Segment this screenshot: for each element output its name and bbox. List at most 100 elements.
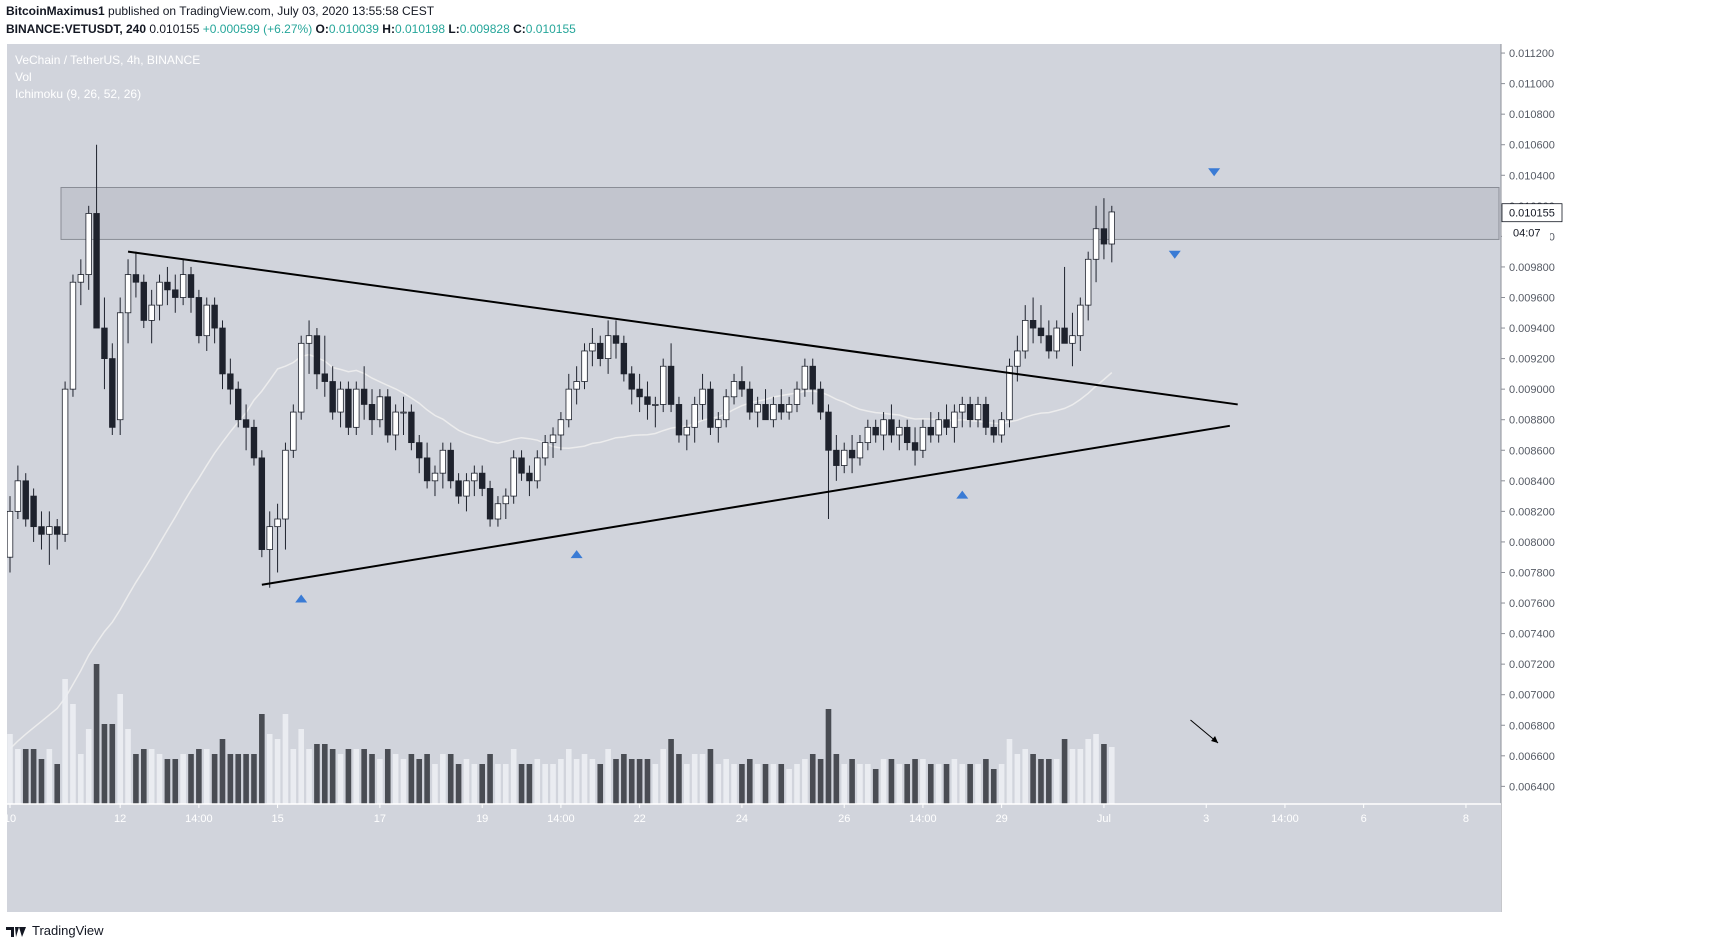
candle-body <box>250 426 258 459</box>
candle-body <box>7 510 14 558</box>
volume-bar <box>408 754 415 804</box>
candle-body <box>219 327 226 375</box>
tradingview-brand[interactable]: TradingView <box>6 923 104 938</box>
candle-body <box>1061 327 1068 344</box>
candle <box>526 465 533 497</box>
candle-body <box>109 358 116 428</box>
candle <box>38 511 45 550</box>
volume-bar <box>290 749 297 804</box>
candle-body <box>1029 320 1037 329</box>
candle <box>148 289 155 344</box>
candle-body <box>282 449 289 520</box>
candle <box>699 373 706 420</box>
candle <box>1100 198 1108 260</box>
candle-body <box>738 381 746 390</box>
candle <box>1022 305 1029 359</box>
volume-bar <box>589 759 596 804</box>
volume-bar <box>865 764 871 804</box>
candle-body <box>785 404 793 413</box>
volume-bar <box>495 764 501 804</box>
candle-body <box>911 442 919 451</box>
volume-bar <box>636 759 643 804</box>
candle <box>549 427 557 458</box>
volume-legend[interactable]: Vol <box>15 70 32 84</box>
time-tick-label: Jul <box>1097 813 1111 825</box>
candle-body <box>856 442 864 459</box>
candle <box>179 259 187 306</box>
candle-body <box>573 381 580 390</box>
candle <box>290 404 297 458</box>
candle-body <box>557 419 565 436</box>
volume-bar <box>794 764 800 804</box>
price-tick-label: 0.007600 <box>1509 598 1555 610</box>
candle-body <box>778 404 785 413</box>
candle-body <box>927 426 934 436</box>
candle <box>46 511 53 565</box>
candle <box>69 274 77 397</box>
candle-body <box>730 381 738 398</box>
price-tick-label: 0.008400 <box>1509 476 1555 488</box>
volume-bar <box>983 759 989 804</box>
low-label: L: <box>448 22 460 36</box>
volume-bar <box>251 754 257 804</box>
candle <box>109 343 116 435</box>
ichimoku-legend[interactable]: Ichimoku (9, 26, 52, 26) <box>15 87 142 101</box>
candle-body <box>746 388 753 413</box>
volume-bar <box>1101 744 1107 804</box>
author-name[interactable]: BitcoinMaximus1 <box>6 4 105 18</box>
candle-body <box>1053 327 1060 352</box>
volume-bar <box>691 754 698 804</box>
candle <box>455 473 462 504</box>
candle-body <box>30 495 37 528</box>
candle <box>990 419 997 443</box>
candle-body <box>211 304 218 329</box>
candle-body <box>1092 228 1100 260</box>
candle-body <box>235 388 242 421</box>
volume-bar <box>1006 739 1013 804</box>
volume-bar <box>337 754 344 804</box>
volume-bar <box>15 749 21 804</box>
time-axis[interactable]: 10 12 14:00 15 17 19 14:00 22 24 26 14:00 29 Jul 3 14:… <box>7 803 1501 912</box>
candle <box>864 419 872 451</box>
candle <box>101 297 108 390</box>
volume-bar <box>243 754 249 804</box>
countdown-tag <box>1502 223 1550 242</box>
price-axis[interactable]: 0.011200 0.011000 0.010800 0.010600 0.010400… <box>1500 44 1655 912</box>
candle <box>329 366 336 420</box>
candle-body <box>1022 320 1029 352</box>
candle-body <box>203 304 210 337</box>
candle-body <box>966 404 974 421</box>
candle-body <box>699 388 706 405</box>
time-tick-label: 17 <box>374 813 386 825</box>
chart-area[interactable]: 0.011200 0.011000 0.010800 0.010600 0.010400… <box>7 44 1655 912</box>
arrow-head-icon <box>1211 736 1219 743</box>
chart-canvas[interactable]: 0.011200 0.011000 0.010800 0.010600 0.010400… <box>7 44 1655 912</box>
volume-bar <box>739 764 745 804</box>
price-tick-label: 0.007800 <box>1509 567 1555 579</box>
volume-bar <box>699 754 706 804</box>
high-label: H: <box>382 22 395 36</box>
price-tick-label: 0.010600 <box>1509 140 1555 152</box>
candle <box>7 496 14 573</box>
volume-bar <box>951 759 958 804</box>
candle <box>439 442 447 489</box>
candle <box>738 366 746 397</box>
candle-body <box>313 335 321 375</box>
candle-body <box>1014 350 1021 367</box>
candle-body <box>1037 327 1045 337</box>
candle-body <box>959 404 966 413</box>
candle-body <box>880 419 887 436</box>
candle <box>282 442 289 550</box>
candle-body <box>943 419 950 428</box>
candle <box>927 412 934 443</box>
candle <box>825 404 832 520</box>
candle-body <box>274 518 281 528</box>
candle <box>423 442 431 489</box>
candle <box>1077 297 1084 351</box>
time-axis-bg <box>7 804 1501 912</box>
volume-bar <box>526 764 533 804</box>
volume-bar <box>1053 759 1060 804</box>
volume-bar <box>857 764 863 804</box>
volume-bar <box>668 739 674 804</box>
series-title[interactable]: VeChain / TetherUS, 4h, BINANCE <box>15 53 201 67</box>
